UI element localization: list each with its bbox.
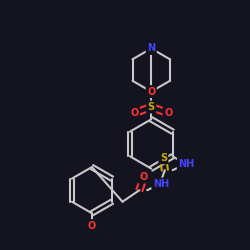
Text: O: O bbox=[139, 172, 147, 182]
Text: O: O bbox=[130, 108, 138, 118]
Text: N: N bbox=[147, 44, 155, 54]
Text: S: S bbox=[148, 102, 155, 112]
Text: O: O bbox=[147, 86, 155, 97]
Text: O: O bbox=[88, 220, 96, 230]
Text: NH: NH bbox=[178, 159, 194, 169]
Text: NH: NH bbox=[153, 179, 169, 189]
Text: S: S bbox=[160, 153, 167, 163]
Text: O: O bbox=[164, 108, 172, 118]
